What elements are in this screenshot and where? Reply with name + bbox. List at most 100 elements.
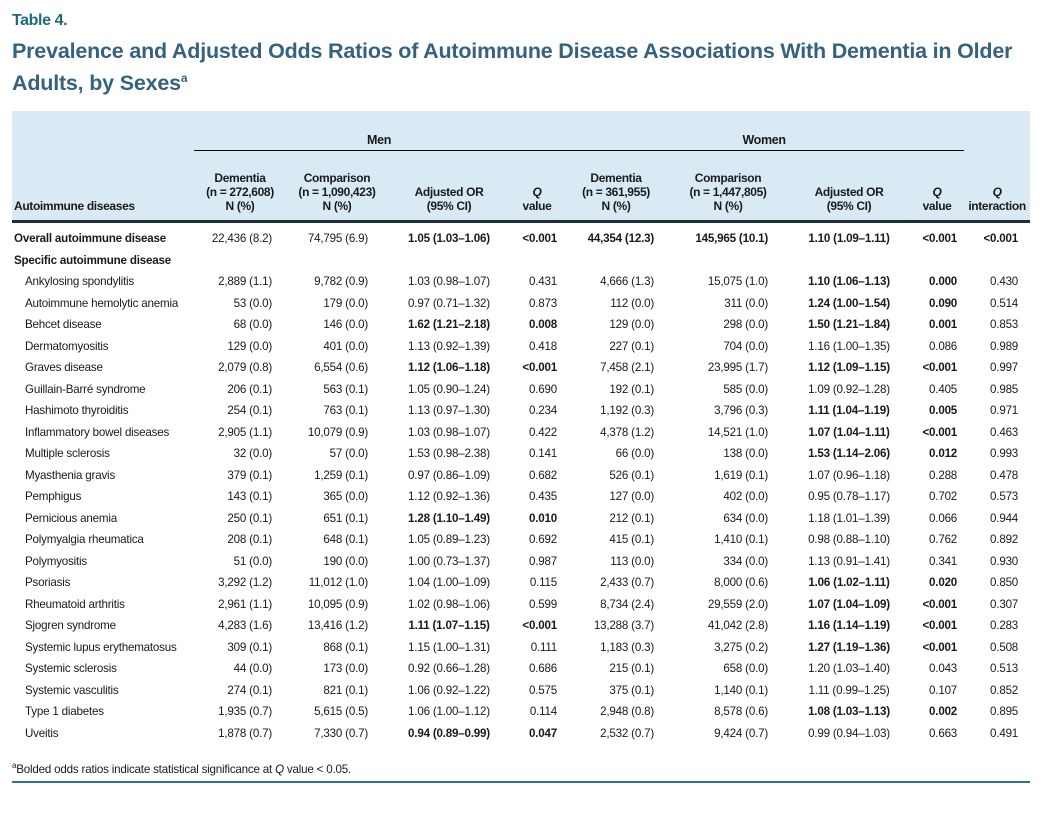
data-cell: 375 (0.1) <box>609 683 655 697</box>
data-cell: <0.001 <box>922 425 958 439</box>
data-cell: 74,795 (6.9) <box>307 232 368 246</box>
data-cell: 4,283 (1.6) <box>218 619 272 633</box>
data-cell: 0.513 <box>990 662 1019 676</box>
table-row: Polymyalgia rheumatica 208 (0.1) 648 (0.1)… <box>12 529 1030 551</box>
data-cell: 1,183 (0.3) <box>600 640 655 654</box>
col-header-women-comparison: Comparison (n = 1,447,805) N (%) <box>668 165 789 224</box>
data-cell: 0.99 (0.94–1.03) <box>808 726 890 740</box>
data-cell: 0.043 <box>929 662 958 676</box>
col-header-men-comparison: Comparison (n = 1,090,423) N (%) <box>286 165 388 224</box>
data-cell: 127 (0.0) <box>609 490 655 504</box>
data-cell: 0.852 <box>990 683 1019 697</box>
data-cell: 0.686 <box>529 662 558 676</box>
data-cell: 0.94 (0.89–0.99) <box>408 726 490 740</box>
data-cell: 0.111 <box>530 640 558 654</box>
disease-label: Systemic lupus erythematosus <box>25 640 177 654</box>
table-row: Autoimmune hemolytic anemia 53 (0.0) 179 (… <box>12 293 1030 315</box>
data-cell: 0.971 <box>990 404 1019 418</box>
data-cell: 4,666 (1.3) <box>600 275 655 289</box>
spanner-spacer <box>12 111 194 165</box>
data-cell: 7,458 (2.1) <box>600 361 655 375</box>
data-cell: 0.283 <box>990 619 1019 633</box>
data-cell: 129 (0.0) <box>609 318 655 332</box>
data-cell: 0.005 <box>929 404 958 418</box>
bottom-rule <box>12 781 1030 784</box>
data-cell: 2,905 (1.1) <box>218 425 272 439</box>
table-row: Pemphigus 143 (0.1) 365 (0.0) 1.12 (0.92–1.… <box>12 486 1030 508</box>
data-cell: 57 (0.0) <box>329 447 369 461</box>
disease-label: Specific autoimmune disease <box>14 253 171 267</box>
table-footnote: aBolded odds ratios indicate statistical… <box>12 761 352 777</box>
data-cell: 2,948 (0.8) <box>600 705 655 719</box>
data-cell: 0.508 <box>990 640 1019 654</box>
data-cell: 0.020 <box>929 576 958 590</box>
data-cell: <0.001 <box>922 361 958 375</box>
data-cell: 1.18 (1.01–1.39) <box>808 511 890 525</box>
data-cell: 0.987 <box>529 554 558 568</box>
data-cell: 15,075 (1.0) <box>707 275 769 289</box>
footnote-marker: a <box>12 761 17 771</box>
data-cell: 10,095 (0.9) <box>307 597 368 611</box>
men-group-label: Men <box>194 133 565 152</box>
data-cell: 1,935 (0.7) <box>218 705 272 719</box>
data-cell: 6,554 (0.6) <box>314 361 368 375</box>
data-cell: 3,275 (0.2) <box>714 640 769 654</box>
data-cell: 8,000 (0.6) <box>714 576 769 590</box>
data-cell: 0.997 <box>990 361 1019 375</box>
data-cell: 41,042 (2.8) <box>707 619 769 633</box>
data-cell: 113 (0.0) <box>610 554 655 568</box>
disease-label: Rheumatoid arthritis <box>25 597 125 611</box>
table-row: Multiple sclerosis 32 (0.0) 57 (0.0) 1.53 (… <box>12 443 1030 465</box>
data-cell: 206 (0.1) <box>227 382 272 396</box>
data-cell: 8,734 (2.4) <box>600 597 655 611</box>
disease-label: Guillain-Barré syndrome <box>25 382 146 396</box>
table-row: Systemic lupus erythematosus 309 (0.1) 868… <box>12 637 1030 659</box>
data-cell: 29,559 (2.0) <box>707 597 769 611</box>
table-header: Men Women Autoimmune diseases Dementia (… <box>12 111 1031 224</box>
data-cell: 0.115 <box>529 576 558 590</box>
col-header-men-dementia: Dementia (n = 272,608) N (%) <box>194 165 286 224</box>
disease-label: Hashimoto thyroiditis <box>25 404 129 418</box>
data-cell: 1.05 (0.89–1.23) <box>408 533 490 547</box>
data-cell: 0.405 <box>929 382 958 396</box>
data-cell: 0.989 <box>990 339 1019 353</box>
data-cell: 0.430 <box>990 275 1019 289</box>
data-cell: <0.001 <box>922 640 958 654</box>
table-row: Rheumatoid arthritis 2,961 (1.1) 10,095 (0… <box>12 594 1030 616</box>
disease-label: Myasthenia gravis <box>25 468 116 482</box>
table-row: Polymyositis 51 (0.0) 190 (0.0) 1.00 (0.73–… <box>12 551 1030 573</box>
disease-label: Type 1 diabetes <box>25 705 104 719</box>
data-cell: 0.431 <box>529 275 558 289</box>
data-cell: 10,079 (0.9) <box>307 425 368 439</box>
table-row: Psoriasis 3,292 (1.2) 11,012 (1.0) 1.04 (1.… <box>12 572 1030 594</box>
data-cell: 1.16 (1.00–1.35) <box>808 339 890 353</box>
data-cell: 0.090 <box>929 296 958 310</box>
data-cell: 44 (0.0) <box>233 662 273 676</box>
data-cell: 0.001 <box>929 318 958 332</box>
data-cell: 145,965 (10.1) <box>695 232 769 246</box>
data-cell: 2,433 (0.7) <box>600 576 655 590</box>
data-cell: 190 (0.0) <box>323 554 368 568</box>
col-header-men-or: Adjusted OR (95% CI) <box>388 165 510 224</box>
table-row: Hashimoto thyroiditis 254 (0.1) 763 (0.1) 1… <box>12 400 1030 422</box>
data-cell: 2,889 (1.1) <box>218 275 272 289</box>
data-cell: 51 (0.0) <box>233 554 273 568</box>
data-cell: 1.08 (1.03–1.13) <box>808 705 890 719</box>
data-cell: <0.001 <box>522 619 558 633</box>
data-cell: 13,416 (1.2) <box>307 619 368 633</box>
data-cell: 1.03 (0.98–1.07) <box>408 425 490 439</box>
data-cell: 634 (0.0) <box>723 511 769 525</box>
results-table: Men Women Autoimmune diseases Dementia (… <box>12 111 1031 744</box>
data-cell: 763 (0.1) <box>323 404 368 418</box>
data-cell: 0.491 <box>990 726 1019 740</box>
table-row: Ankylosing spondylitis 2,889 (1.1) 9,782 (… <box>12 271 1030 293</box>
data-cell: 212 (0.1) <box>609 511 655 525</box>
data-cell: 9,782 (0.9) <box>314 275 368 289</box>
data-cell: 1.28 (1.10–1.49) <box>408 511 490 525</box>
data-cell: 0.478 <box>990 468 1019 482</box>
table-row: Pernicious anemia 250 (0.1) 651 (0.1) 1.28 … <box>12 508 1030 530</box>
disease-label: Graves disease <box>25 361 103 375</box>
data-cell: 704 (0.0) <box>723 339 769 353</box>
data-cell: 1.11 (0.99–1.25) <box>808 683 890 697</box>
data-cell: 143 (0.1) <box>227 490 272 504</box>
